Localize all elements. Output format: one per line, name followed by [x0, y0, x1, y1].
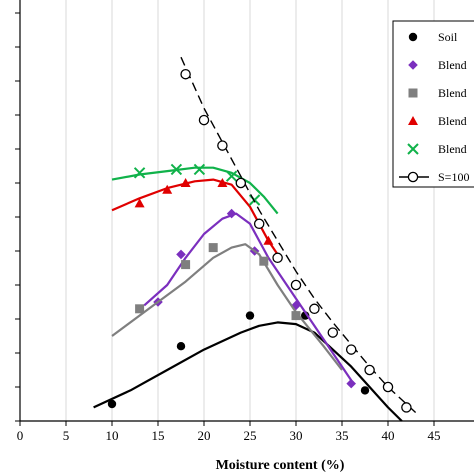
x-tick-label: 0: [17, 428, 24, 443]
data-point: [263, 235, 274, 245]
legend-label: Blend: [438, 142, 467, 156]
data-point: [198, 114, 210, 126]
cross-stroke: [225, 170, 238, 182]
series-5: [180, 56, 417, 414]
cross-stroke: [193, 163, 206, 176]
data-point: [291, 300, 301, 311]
x-tick-label: 5: [63, 428, 70, 443]
series-3: [111, 178, 279, 256]
x-axis-title: Moisture content (%): [216, 458, 345, 473]
data-point: [327, 327, 339, 338]
data-point: [272, 252, 283, 264]
data-point: [193, 163, 206, 176]
cross-stroke: [133, 167, 146, 179]
legend-marker: [407, 143, 419, 155]
data-point: [245, 311, 255, 320]
legend-marker: [408, 116, 418, 125]
legend-label: Blend: [438, 86, 467, 100]
fit-line: [111, 178, 279, 256]
legend-label: S=100: [438, 170, 469, 184]
data-point: [217, 140, 228, 151]
legend-label: Blend: [438, 58, 467, 72]
series-layer: [93, 56, 417, 422]
data-point: [259, 256, 269, 266]
data-point: [346, 378, 356, 389]
x-tick-label: 25: [244, 428, 257, 443]
data-point: [135, 304, 145, 314]
axes: 0 5 10 15 20 25 30 35 40 45: [15, 0, 474, 443]
x-tick-label: 45: [428, 428, 441, 443]
data-point: [360, 386, 370, 395]
data-point: [208, 243, 218, 253]
legend-marker: [407, 171, 419, 183]
legend-marker: [408, 88, 418, 98]
data-point: [382, 381, 394, 393]
legend-label: Soil: [438, 30, 458, 44]
x-tick-label: 30: [290, 428, 303, 443]
series-2: [111, 243, 343, 371]
data-point: [180, 178, 191, 187]
data-point: [253, 218, 265, 230]
cross-stroke: [248, 194, 261, 206]
data-point: [290, 279, 302, 291]
legend: Soil Blend Blend Blend Blend S=100: [392, 20, 474, 188]
x-tick-label: 35: [336, 428, 349, 443]
x-tick-label: 40: [382, 428, 395, 443]
data-point: [180, 68, 191, 80]
cross-stroke: [170, 163, 183, 176]
fit-line: [93, 321, 403, 422]
data-point: [291, 311, 301, 321]
fit-line: [180, 56, 417, 414]
legend-marker: [408, 60, 418, 70]
data-point: [401, 402, 412, 413]
x-tick-label: 10: [106, 428, 119, 443]
data-point: [225, 170, 238, 182]
legend-marker: [408, 32, 418, 42]
data-point: [176, 249, 186, 260]
x-tick-label: 20: [198, 428, 211, 443]
series-0: [93, 311, 403, 422]
fit-line: [111, 166, 279, 215]
fit-line: [111, 243, 343, 371]
cross-stroke: [407, 143, 419, 155]
data-point: [235, 177, 247, 189]
data-point: [176, 342, 186, 351]
legend-label: Blend: [438, 114, 467, 128]
data-point: [162, 184, 173, 194]
data-point: [345, 344, 357, 355]
data-point: [364, 364, 375, 376]
data-point: [226, 208, 237, 219]
data-point: [107, 399, 117, 409]
data-point: [170, 163, 183, 176]
data-point: [217, 178, 228, 187]
fit-line: [143, 212, 353, 381]
data-point: [133, 167, 146, 179]
data-point: [309, 303, 320, 315]
data-point: [134, 198, 145, 208]
x-tick-label: 15: [152, 428, 165, 443]
grid-lines: [65, 0, 435, 421]
data-point: [181, 260, 191, 270]
legend-box: [392, 20, 474, 188]
series-4: [111, 163, 279, 215]
